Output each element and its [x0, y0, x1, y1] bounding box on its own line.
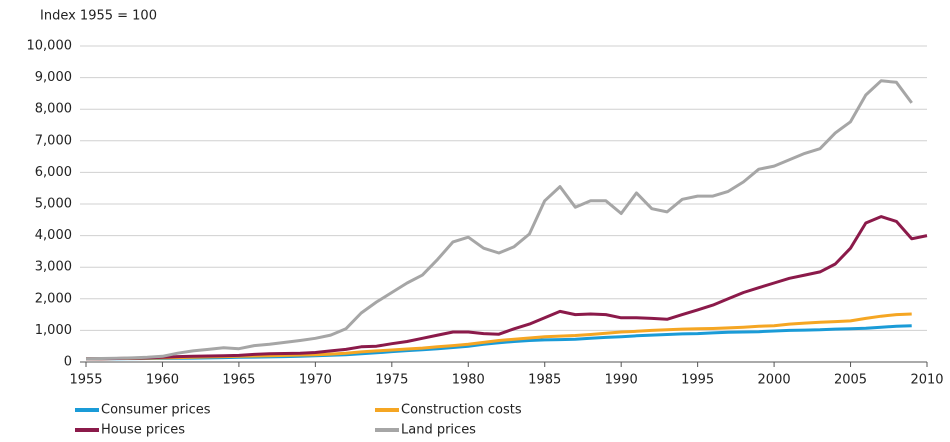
legend-label: Land prices	[401, 423, 476, 438]
x-tick-label: 1990	[605, 373, 638, 388]
x-tick-label: 1985	[528, 373, 561, 388]
x-tick-label: 1970	[299, 373, 332, 388]
x-tick-label: 1955	[69, 373, 102, 388]
legend-label: Consumer prices	[101, 403, 211, 418]
y-tick-label: 10,000	[27, 39, 73, 54]
y-tick-label: 2,000	[35, 291, 72, 306]
chart-title: Index 1955 = 100	[40, 9, 157, 24]
legend-label: Construction costs	[401, 403, 522, 418]
legend-label: House prices	[101, 423, 185, 438]
y-tick-label: 6,000	[35, 165, 72, 180]
y-tick-label: 7,000	[35, 133, 72, 148]
y-tick-label: 0	[64, 355, 72, 370]
x-tick-label: 1980	[452, 373, 485, 388]
x-tick-label: 1975	[375, 373, 408, 388]
x-tick-label: 2005	[834, 373, 867, 388]
x-tick-label: 1965	[222, 373, 255, 388]
y-tick-label: 9,000	[35, 70, 72, 85]
y-tick-label: 4,000	[35, 228, 72, 243]
y-tick-label: 8,000	[35, 102, 72, 117]
y-tick-label: 5,000	[35, 197, 72, 212]
x-tick-label: 1960	[146, 373, 179, 388]
series-line	[85, 312, 912, 361]
series-line	[85, 215, 928, 361]
x-tick-label: 2000	[758, 373, 791, 388]
x-tick-label: 2010	[910, 373, 943, 388]
y-tick-label: 1,000	[35, 323, 72, 338]
series-line	[85, 79, 913, 361]
x-tick-label: 1995	[681, 373, 714, 388]
y-tick-label: 3,000	[35, 260, 72, 275]
